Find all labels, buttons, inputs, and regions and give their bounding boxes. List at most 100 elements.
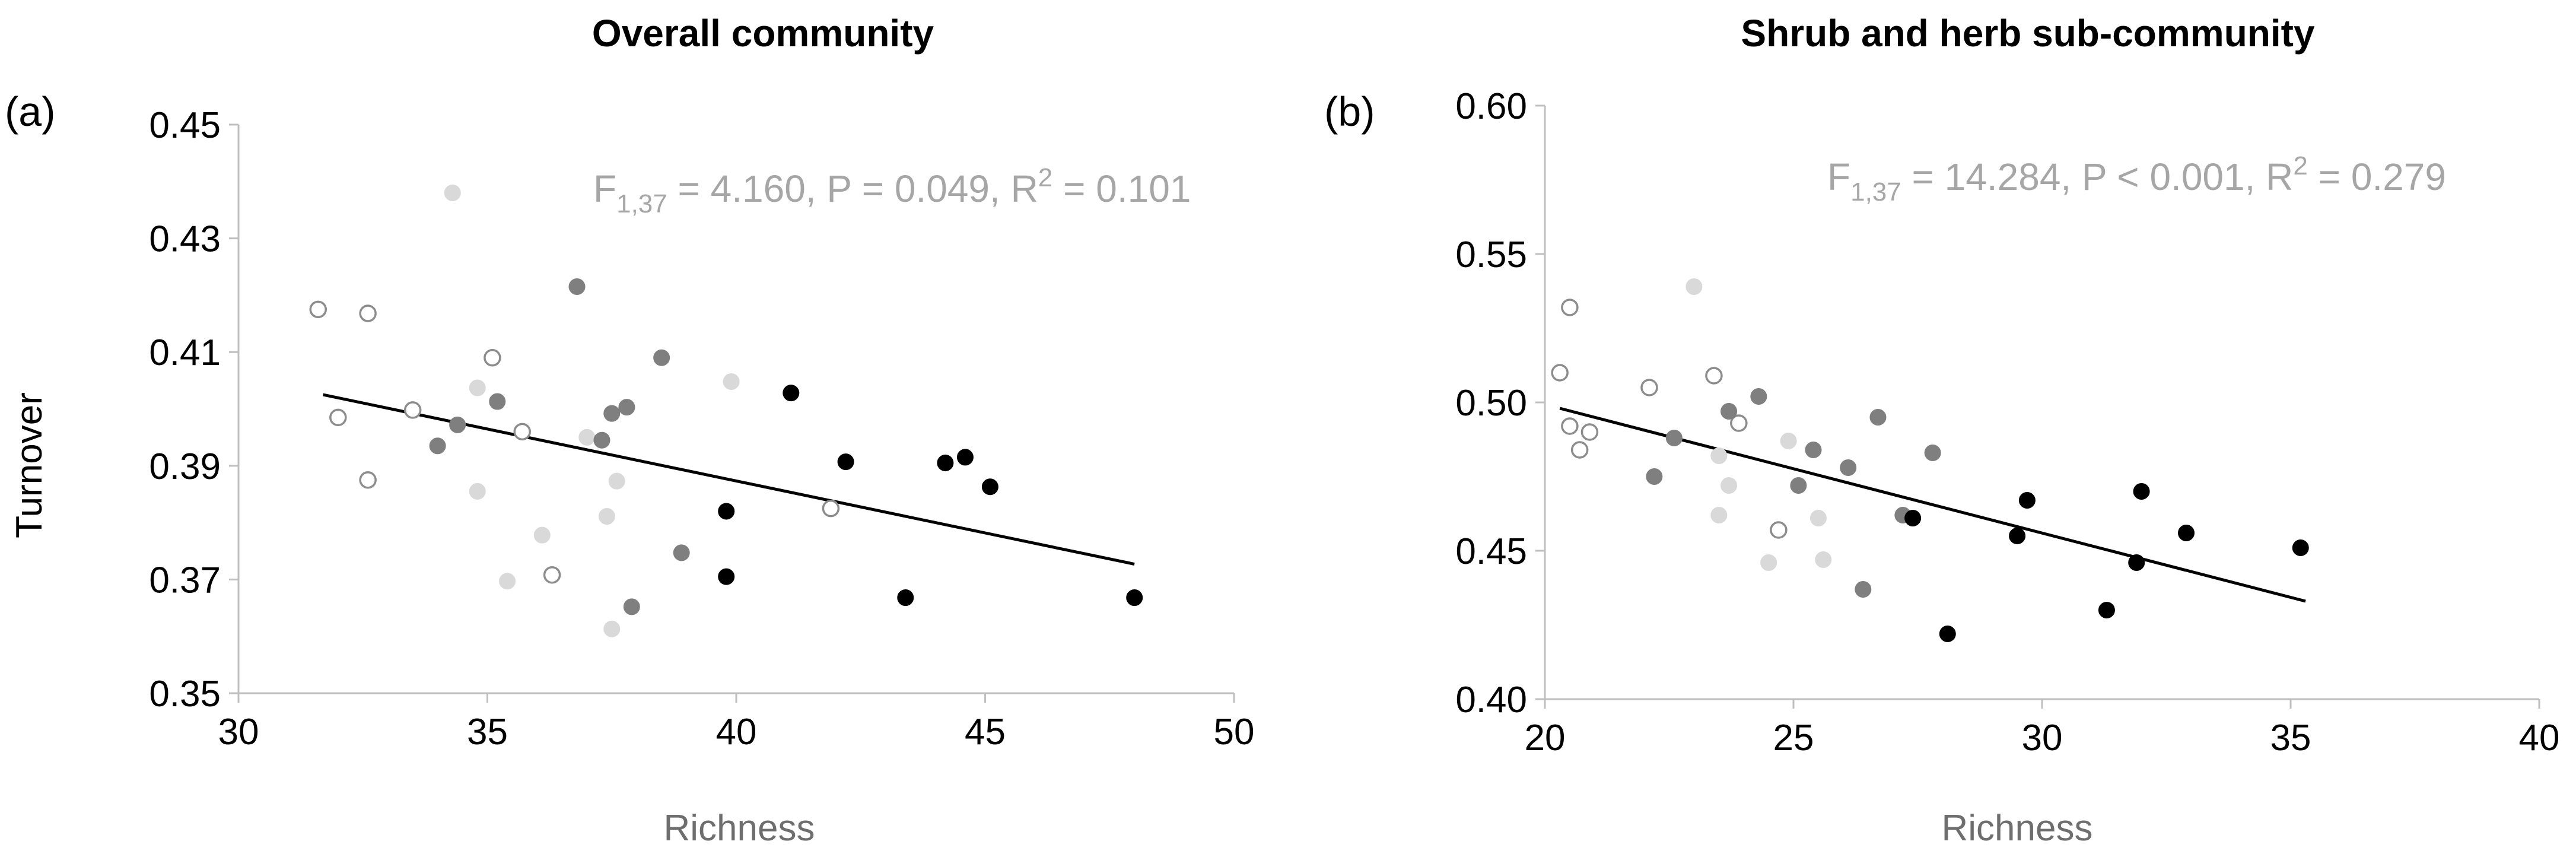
panel-a-point-black [937, 455, 954, 472]
panel-a-point-black [718, 503, 735, 520]
panel-a-point-light-grey [598, 508, 615, 525]
panel-b-point-open-circles [1770, 521, 1788, 539]
panel-a-y-tick-label: 0.35 [149, 674, 221, 715]
panel-b-point-light-grey [1815, 551, 1832, 568]
panel-a-point-light-grey [469, 379, 486, 396]
panel-a-point-dark-grey [618, 399, 635, 416]
panel-b-y-tick-label: 0.40 [1455, 680, 1527, 720]
panel-a-point-light-grey [444, 184, 461, 201]
panel-a-x-tick-label: 45 [965, 712, 1006, 753]
panel-a-point-dark-grey [653, 349, 670, 366]
panel-b-point-dark-grey [1855, 581, 1872, 598]
panel-a-point-dark-grey [429, 437, 446, 455]
panel-a-point-dark-grey [489, 393, 506, 410]
panel-b-x-tick-label: 35 [2270, 718, 2311, 758]
panel-b-point-dark-grey [1665, 430, 1683, 446]
panel-a-y-tick-label: 0.43 [149, 219, 221, 260]
panel-b-point-open-circles [1580, 423, 1599, 441]
panel-a-point-light-grey [608, 472, 625, 490]
panel-b-point-dark-grey [1790, 477, 1807, 494]
panel-b-point-open-circles [1730, 414, 1748, 432]
panel-b-point-dark-grey [1720, 403, 1738, 420]
panel-b-x-tick-label: 25 [1773, 718, 1814, 758]
panel-b-point-light-grey [1760, 554, 1777, 571]
panel-b-trendline [1559, 407, 2306, 603]
panel-a-y-axis-title: Turnover [9, 392, 50, 538]
panel-a-y-tick-label: 0.41 [149, 332, 221, 373]
panel-a-y-tick-label: 0.37 [149, 560, 221, 601]
panel-a-y-tick-label: 0.39 [149, 446, 221, 487]
panel-a-point-open-circles [513, 423, 531, 441]
panel-b-point-black [2133, 483, 2150, 500]
panel-a-point-light-grey [723, 373, 740, 391]
panel-a-point-black [718, 568, 735, 585]
panel-b-point-dark-grey [1924, 445, 1941, 461]
panel-a-point-dark-grey [673, 544, 690, 561]
panel-b-x-tick-label: 30 [2022, 718, 2063, 758]
panel-a-point-open-circles [822, 499, 840, 518]
panel-b-point-black [2018, 492, 2036, 509]
panel-b-x-tick-label: 40 [2519, 718, 2560, 758]
panel-a-point-black [981, 478, 998, 496]
panel-b-y-tick-label: 0.55 [1455, 234, 1527, 275]
panel-b-point-light-grey [1710, 447, 1728, 464]
panel-a-point-dark-grey [603, 405, 621, 422]
panel-a-point-black [1126, 589, 1143, 607]
panel-b-point-dark-grey [1840, 459, 1857, 476]
panel-a-point-open-circles [403, 401, 422, 419]
panel-b-point-black [2098, 602, 2115, 618]
panel-b-point-dark-grey [1869, 409, 1887, 426]
panel-a-point-light-grey [533, 526, 551, 544]
panel-b-y-tick-label: 0.50 [1455, 383, 1527, 424]
panel-b-label: (b) [1324, 88, 1375, 135]
panel-b-point-open-circles [1561, 299, 1579, 316]
panel-a-point-open-circles [484, 349, 501, 367]
panel-a-y-tick-label: 0.45 [149, 105, 221, 146]
panel-a-label: (a) [5, 88, 56, 135]
panel-a-x-tick-label: 50 [1214, 712, 1255, 753]
panel-b-point-open-circles [1640, 379, 1658, 396]
panel-a-title: Overall community [592, 12, 934, 55]
panel-a-point-open-circles [359, 471, 377, 489]
panel-a-point-open-circles [309, 300, 327, 319]
panel-b-y-tick-label: 0.60 [1455, 86, 1527, 127]
panel-a-point-dark-grey [449, 416, 466, 433]
panel-b-point-open-circles [1561, 417, 1579, 435]
panel-b-title: Shrub and herb sub-community [1741, 12, 2315, 55]
panel-a-x-axis-title: Richness [664, 808, 815, 849]
panel-a-point-black [956, 449, 974, 466]
panel-b-point-light-grey [1710, 507, 1728, 523]
panel-b-point-black [2009, 528, 2026, 544]
panel-b: Shrub and herb sub-community (b) Richnes… [1324, 12, 2559, 849]
panel-b-point-black [2128, 554, 2145, 571]
panel-b-point-light-grey [1685, 278, 1703, 295]
panel-a-plot-area: 0.35 0.37 0.39 0.41 0.43 0.45 30 35 40 45 50 [149, 105, 1254, 753]
panel-a-point-light-grey [469, 483, 486, 500]
panel-b-point-open-circles [1705, 367, 1723, 385]
panel-b-point-black [1939, 626, 1956, 642]
panel-a-trendline [323, 393, 1135, 566]
panel-b-point-black [2178, 525, 2195, 541]
panel-a-point-black [897, 589, 914, 607]
panel-a-point-light-grey [578, 429, 596, 446]
panel-a-point-light-grey [499, 573, 516, 590]
panel-a-x-tick-label: 35 [467, 712, 508, 753]
panel-a-point-open-circles [359, 304, 377, 322]
panel-b-point-dark-grey [1805, 442, 1822, 458]
panel-b-point-open-circles [1570, 441, 1589, 459]
panel-b-point-light-grey [1720, 477, 1738, 494]
panel-b-point-light-grey [1809, 510, 1827, 526]
panel-a-point-dark-grey [568, 278, 586, 296]
panel-a-point-black [783, 385, 800, 402]
panel-b-stat-annotation: F1,37 = 14.284, P < 0.001, R2 = 0.279 [1827, 151, 2446, 207]
panel-a-x-tick-label: 30 [218, 712, 259, 753]
panel-b-point-dark-grey [1646, 468, 1663, 485]
panel-a-point-black [837, 453, 854, 471]
panel-a: Overall community (a) Turnover Richness … [5, 12, 1254, 849]
panel-b-point-open-circles [1551, 364, 1569, 382]
panel-a-stat-annotation: F1,37 = 4.160, P = 0.049, R2 = 0.101 [593, 163, 1191, 218]
panel-a-point-open-circles [543, 566, 561, 584]
panel-a-x-tick-label: 40 [716, 712, 757, 753]
panel-b-point-black [2292, 539, 2309, 556]
panel-b-point-dark-grey [1750, 388, 1767, 405]
